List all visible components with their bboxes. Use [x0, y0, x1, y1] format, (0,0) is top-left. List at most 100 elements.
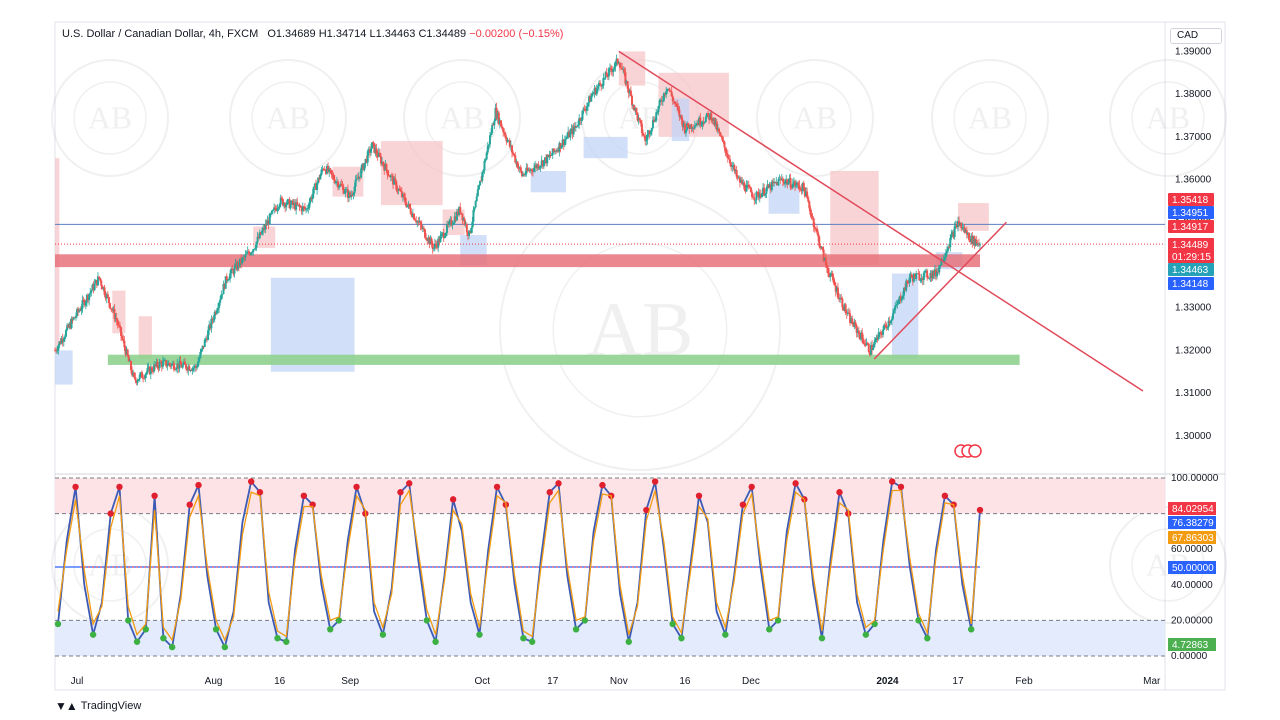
candle-body	[827, 267, 830, 274]
time-tick-label: Jul	[71, 676, 84, 687]
candle-body	[275, 209, 278, 211]
candle-body	[665, 91, 668, 95]
candle-body	[656, 111, 659, 113]
candle-body	[905, 280, 908, 291]
candle-body	[73, 317, 76, 319]
candle-body	[178, 360, 181, 369]
candle-body	[327, 166, 330, 172]
oversold-dot	[283, 638, 290, 645]
overbought-dot	[897, 483, 905, 491]
watermark-inner-ring	[73, 81, 147, 155]
overbought-dot	[72, 483, 79, 491]
candle-body	[664, 93, 667, 95]
candle-body	[834, 285, 837, 292]
candle-body	[370, 148, 373, 153]
candle-body	[353, 186, 356, 194]
candle-body	[556, 150, 559, 152]
candle-body	[340, 183, 343, 186]
candle-body	[726, 154, 729, 159]
candle-body	[838, 297, 841, 300]
candle-body	[165, 360, 168, 367]
price-tick-label: 1.37000	[1175, 132, 1212, 143]
candle-body	[290, 200, 293, 204]
candle-body	[155, 361, 158, 366]
candle-body	[604, 72, 607, 78]
candle-body	[552, 148, 555, 152]
candle-body	[725, 153, 728, 155]
candle-body	[203, 339, 206, 348]
candle-body	[191, 367, 194, 371]
candle-body	[862, 338, 865, 344]
candle-body	[600, 84, 603, 87]
candle-body	[843, 304, 846, 311]
candle-body	[766, 184, 769, 189]
candle-body	[270, 210, 273, 214]
overbought-dot	[186, 501, 193, 508]
candle-body	[747, 184, 750, 188]
currency-button[interactable]: CAD	[1170, 28, 1222, 44]
candle-body	[237, 262, 240, 267]
candle-body	[393, 178, 396, 185]
candle-body	[687, 123, 690, 128]
candle-body	[84, 301, 87, 306]
candle-body	[133, 372, 136, 378]
candle-body	[758, 194, 761, 198]
candle-body	[367, 149, 370, 152]
candle-body	[677, 107, 680, 110]
candle-body	[661, 100, 664, 102]
candle-body	[948, 247, 951, 248]
candle-body	[143, 378, 146, 379]
candle-body	[244, 254, 247, 258]
candle-body	[146, 368, 149, 373]
candle-body	[603, 77, 606, 79]
candle-body	[507, 140, 510, 142]
time-tick-label: 17	[952, 676, 964, 687]
candle-body	[740, 180, 743, 183]
candle-body	[662, 93, 665, 101]
candle-body	[208, 324, 211, 331]
candle-body	[839, 297, 842, 300]
candle-body	[744, 189, 747, 192]
candle-body	[810, 214, 813, 217]
candle-body	[878, 332, 881, 333]
candle-body	[427, 237, 430, 241]
candle-body	[546, 154, 549, 164]
watermark-ring	[499, 189, 781, 471]
overbought-dot	[888, 478, 896, 485]
candle-body	[588, 96, 591, 103]
candle-body	[679, 115, 682, 117]
candle-body	[763, 187, 766, 196]
candle-body	[268, 213, 271, 225]
candle-body	[680, 115, 683, 120]
candle-body	[216, 308, 219, 311]
trendline-ascending	[873, 221, 1007, 360]
candle-body	[736, 176, 739, 178]
candle-body	[126, 349, 129, 357]
candle-body	[971, 235, 974, 245]
candle-body	[577, 124, 580, 127]
candle-body	[501, 126, 504, 129]
candle-body	[438, 238, 441, 243]
candle-body	[243, 257, 246, 258]
candle-body	[756, 191, 759, 193]
candle-body	[727, 158, 730, 160]
oversold-dot	[221, 643, 229, 651]
candle-body	[352, 193, 355, 195]
candle-body	[440, 233, 443, 236]
candle-body	[54, 350, 56, 352]
candle-body	[494, 107, 497, 121]
candle-body	[871, 344, 874, 350]
candle-body	[914, 273, 917, 279]
candle-body	[762, 187, 765, 194]
candle-body	[449, 219, 452, 222]
candle-body	[833, 282, 836, 286]
candle-body	[872, 347, 875, 350]
candle-body	[359, 176, 362, 178]
candle-body	[639, 120, 642, 124]
candle-body	[459, 207, 462, 213]
candle-body	[578, 118, 581, 125]
watermark-letters: AB	[1146, 100, 1190, 135]
candle-body	[150, 367, 153, 372]
demand-zone	[671, 98, 690, 142]
